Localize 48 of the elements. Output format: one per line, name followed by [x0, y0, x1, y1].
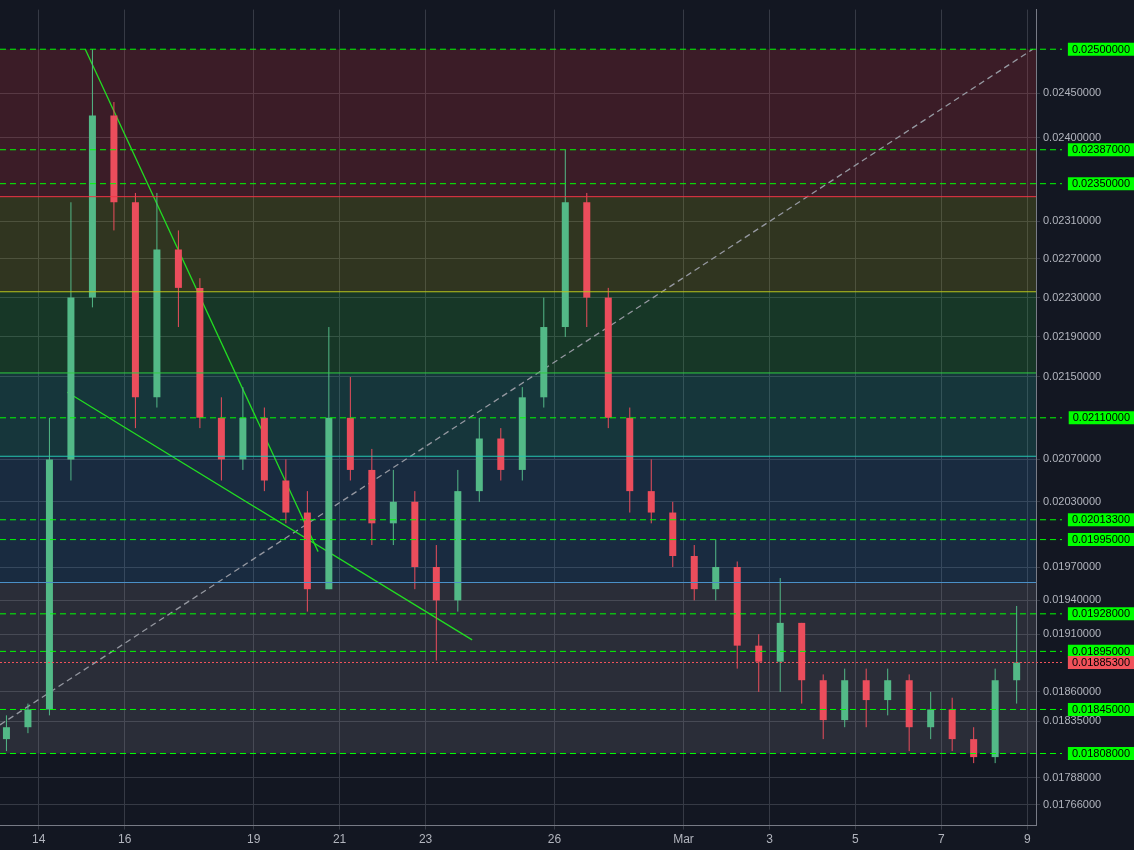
x-tick-label: 23 — [418, 832, 433, 847]
ref-line-label: 0.02350000 — [1071, 177, 1131, 190]
candlestick — [970, 726, 978, 764]
ref-line-label: 0.01928000 — [1071, 607, 1131, 620]
x-tick-label: Mar — [673, 832, 694, 847]
ref-line-label: 0.02110000 — [1072, 411, 1131, 424]
y-tick-label: 0.02450000 — [1043, 86, 1102, 99]
ref-line-label: 0.02013300 — [1071, 513, 1131, 526]
candlestick — [712, 539, 720, 601]
candlestick — [24, 703, 32, 734]
candlestick — [647, 458, 655, 524]
y-tick-label: 0.01766000 — [1043, 797, 1102, 810]
y-tick-label: 0.01788000 — [1043, 770, 1102, 783]
x-tick-label: 16 — [117, 832, 132, 847]
y-tick-label: 0.01970000 — [1043, 560, 1102, 573]
ref-line-label: 0.01808000 — [1071, 747, 1131, 760]
ref-line-label: 0.02500000 — [1071, 42, 1131, 55]
ref-line-label: 0.01895000 — [1071, 644, 1131, 657]
x-tick-label: 26 — [547, 832, 562, 847]
x-tick-label: 3 — [766, 832, 774, 847]
y-tick-label: 0.02190000 — [1043, 329, 1102, 342]
candlestick — [2, 714, 10, 752]
x-tick-label: 19 — [246, 832, 261, 847]
x-tick-label: 7 — [938, 832, 946, 847]
ref-line-label: 0.01995000 — [1071, 533, 1131, 546]
ref-line-label: 0.01885300 — [1071, 656, 1131, 669]
y-tick-label: 0.02150000 — [1043, 370, 1102, 383]
y-tick-label: 0.01860000 — [1043, 684, 1102, 697]
candlestick — [862, 668, 870, 728]
x-tick-label: 14 — [32, 832, 46, 847]
candlestick — [389, 469, 397, 546]
y-tick-label: 0.02310000 — [1043, 214, 1102, 227]
candlestick — [1013, 605, 1021, 705]
y-tick-label: 0.01940000 — [1043, 593, 1102, 606]
y-tick-label: 0.01835000 — [1043, 714, 1102, 727]
ref-line-label: 0.01845000 — [1071, 703, 1131, 715]
y-tick-label: 0.02030000 — [1043, 494, 1102, 507]
x-tick-label: 9 — [1024, 832, 1032, 847]
y-tick-label: 0.02070000 — [1043, 452, 1102, 465]
x-tick-label: 21 — [332, 832, 347, 847]
y-tick-label: 0.02270000 — [1043, 251, 1102, 264]
y-tick-label: 0.02230000 — [1043, 290, 1102, 303]
ref-line-label: 0.02387000 — [1071, 143, 1131, 156]
y-tick-label: 0.02400000 — [1043, 130, 1102, 143]
x-tick-label: 5 — [852, 832, 860, 847]
candlestick — [884, 668, 892, 716]
candlestick — [927, 691, 935, 740]
y-tick-label: 0.01910000 — [1043, 627, 1102, 640]
